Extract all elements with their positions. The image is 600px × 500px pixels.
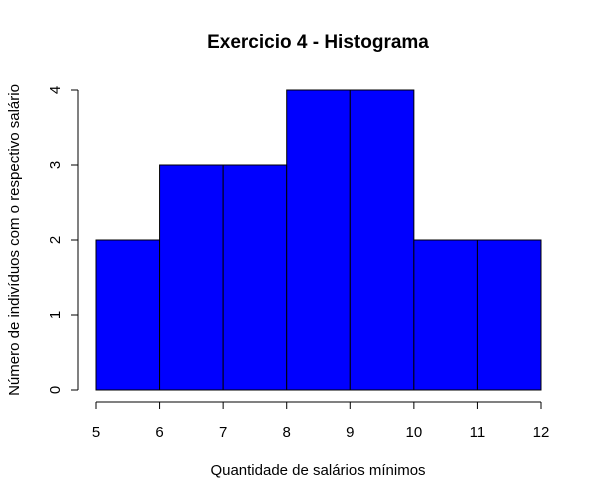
histogram-bar-0 (96, 240, 160, 390)
histogram-bar-1 (160, 165, 224, 390)
x-tick-label: 9 (346, 424, 354, 441)
y-tick-label: 3 (47, 161, 64, 169)
y-tick-label: 4 (47, 86, 64, 94)
x-tick-label: 7 (219, 424, 227, 441)
x-tick-label: 6 (155, 424, 163, 441)
x-tick-label: 8 (283, 424, 291, 441)
x-axis-label: Quantidade de salários mínimos (210, 462, 425, 479)
x-tick-label: 12 (533, 424, 550, 441)
bars-group (96, 90, 541, 390)
x-tick-label: 5 (92, 424, 100, 441)
x-tick-label: 11 (470, 424, 486, 441)
histogram-bar-6 (477, 240, 541, 390)
chart-title: Exercicio 4 - Histograma (207, 32, 429, 53)
histogram-bar-3 (287, 90, 351, 390)
x-axis: 5 6 7 8 9 10 11 12 (92, 402, 550, 441)
y-tick-label: 1 (47, 311, 64, 319)
y-tick-label: 0 (47, 386, 64, 394)
x-tick-label: 10 (406, 424, 423, 441)
histogram-bar-5 (414, 240, 478, 390)
y-tick-label: 2 (47, 236, 64, 244)
histogram-bar-2 (223, 165, 287, 390)
y-axis-label: Número de indivíduos com o respectivo sa… (6, 84, 23, 396)
histogram-bar-4 (350, 90, 414, 390)
y-axis: 0 1 2 3 4 (47, 86, 78, 394)
